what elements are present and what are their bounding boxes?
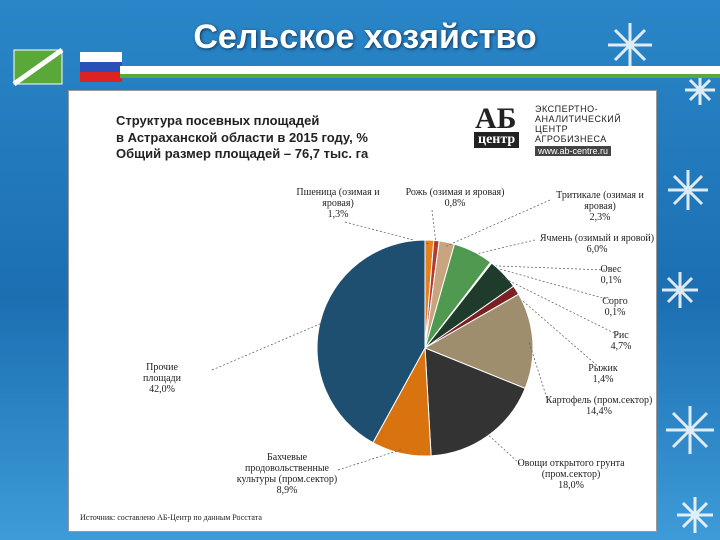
value-label: 6,0% [586, 244, 608, 255]
pie-slice [423, 293, 534, 390]
logo-url: www.ab-centre.ru [535, 146, 612, 156]
leader-line [211, 321, 325, 371]
category-label: Овес [600, 264, 622, 275]
title-band [120, 66, 720, 78]
slice-label: Бахчевые продовольственные культуры (про… [222, 452, 352, 496]
value-label: 1,3% [327, 209, 349, 220]
logo-text: ЭКСПЕРТНО- АНАЛИТИЧЕСКИЙ ЦЕНТР АГРОБИЗНЕ… [535, 104, 622, 144]
chart-title: Структура посевных площадей в Астраханск… [116, 113, 368, 145]
leader-line [471, 239, 536, 256]
pie-slice [424, 347, 526, 457]
leader-line [488, 265, 611, 301]
slice-label: Рис 4,7% [606, 330, 636, 352]
category-label: Прочие площади [143, 362, 181, 384]
category-label: Тритикале (озимая и яровая) [556, 190, 644, 212]
leader-line [337, 449, 403, 471]
slice-label: Прочие площади 42,0% [130, 362, 194, 395]
leader-line [528, 340, 549, 403]
source-note: Источник: составлено АБ-Центр по данным … [80, 513, 262, 522]
leader-line [488, 265, 606, 271]
leader-line [512, 292, 601, 369]
value-label: 42,0% [149, 384, 175, 395]
slice-label: Тритикале (озимая и яровая) 2,3% [548, 190, 652, 223]
value-label: 0,1% [600, 275, 622, 286]
slice-label: Овес 0,1% [596, 264, 626, 286]
value-label: 18,0% [558, 480, 584, 491]
category-label: Картофель (пром.сектор) [545, 395, 653, 406]
pie-slice [316, 239, 426, 444]
category-label: Пшеница (озимая и яровая) [296, 187, 380, 209]
value-label: 4,7% [610, 341, 632, 352]
chart-subtitle: Общий размер площадей – 76,7 тыс. га [116, 146, 369, 161]
slice-label: Пшеница (озимая и яровая) 1,3% [290, 187, 386, 220]
slice-label: Овощи открытого грунта (пром.сектор) 18,0… [512, 458, 630, 491]
category-label: Бахчевые продовольственные культуры (про… [236, 452, 338, 485]
category-label: Рожь (озимая и яровая) [405, 187, 505, 198]
value-label: 0,8% [444, 198, 466, 209]
logo-sub: центр [474, 132, 520, 148]
value-label: 1,4% [592, 374, 614, 385]
category-label: Сорго [602, 296, 628, 307]
logo-mark: АБ [475, 102, 517, 135]
leader-line [500, 276, 619, 336]
leader-line [431, 209, 437, 245]
value-label: 8,9% [276, 485, 298, 496]
category-label: Овощи открытого грунта (пром.сектор) [517, 458, 625, 480]
slide-title: Сельское хозяйство [193, 18, 537, 56]
leader-line [445, 199, 551, 247]
slice-label: Рыжик 1,4% [586, 363, 620, 385]
value-label: 14,4% [586, 406, 612, 417]
slice-label: Сорго 0,1% [600, 296, 630, 318]
category-label: Рыжик [588, 363, 618, 374]
slice-label: Ячмень (озимый и яровой) 6,0% [530, 233, 664, 255]
value-label: 2,3% [589, 212, 611, 223]
value-label: 0,1% [604, 307, 626, 318]
slice-label: Рожь (озимая и яровая) 0,8% [400, 187, 510, 209]
category-label: Ячмень (озимый и яровой) [539, 233, 655, 244]
category-label: Рис [613, 330, 629, 341]
slice-label: Картофель (пром.сектор) 14,4% [542, 395, 656, 417]
